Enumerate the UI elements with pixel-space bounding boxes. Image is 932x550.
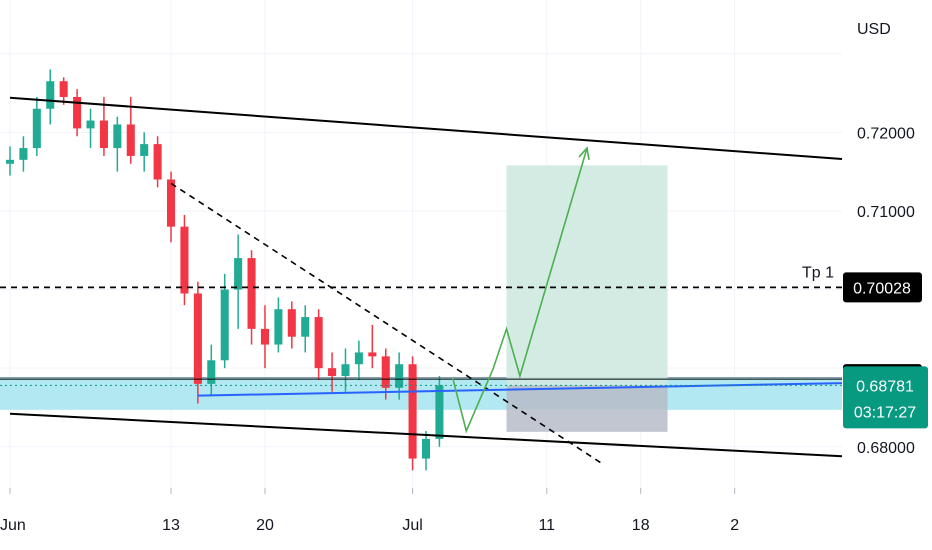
candle-body [193,293,202,384]
price-tick-label: 0.72000 [857,125,915,142]
candles [5,69,444,471]
candle-body [260,328,269,345]
level-price-tag [843,272,922,303]
candle-body [395,364,404,388]
projection-arrowhead [578,146,590,161]
candle-body [19,148,28,160]
candle-body [126,124,135,156]
time-tick-label: 18 [632,517,650,534]
time-tick-label: Jul [402,517,422,534]
support-line [197,382,843,397]
candle-body [234,258,243,290]
stop-box [506,385,668,432]
candle-body [381,356,390,388]
current-price-tag [843,366,928,429]
candle-body [180,226,189,294]
candle-body [435,385,444,439]
candle-body [207,360,216,384]
time-tick-label: 20 [256,517,274,534]
candle-body [274,309,283,345]
candle-body [167,179,176,227]
candle-body [368,352,377,357]
time-tick-label: 11 [538,517,555,534]
time-tick-label: 13 [162,517,180,534]
candle-body [328,368,337,377]
target-box [506,165,668,386]
candle-body [287,309,296,337]
candle-body [354,352,363,365]
currency-label: USD [857,21,891,38]
candle-body [153,144,162,180]
candle-body [113,124,122,149]
time-tick-label: 2 [730,517,739,534]
time-axis[interactable]: Jun 13 20 Jul 11 18 2 [0,488,739,534]
descending-trendline [170,182,601,464]
candle-body [247,258,256,329]
price-tick-label: 0.68000 [857,440,915,457]
projection-path [452,147,588,434]
candle-body [341,364,350,377]
candle-body [220,289,229,361]
candle-body [421,438,431,459]
candle-body [46,81,55,109]
channel-lower-line [9,412,843,458]
chart-drawings: Tp 1 [0,96,843,464]
support-zone [0,377,842,410]
channel-upper-line [9,96,843,161]
candle-body [314,317,323,369]
price-axis[interactable]: USD 0.700280.688610.720000.710000.680000… [843,21,928,457]
candle-body [73,96,82,129]
level-price-label: 0.70028 [853,280,911,297]
candle-body [140,144,149,156]
chart-grid [0,0,842,488]
time-tick-label: Jun [0,517,26,534]
chart-zones [0,165,842,432]
candle-body [59,81,68,97]
candle-body [99,120,108,149]
candle-body [301,317,310,337]
candle-body [32,108,41,149]
candle-body [5,159,15,164]
level-name-label: Tp 1 [802,264,834,281]
current-price-label: 0.68781 [856,378,914,395]
candle-body [86,120,95,129]
price-tick-label: 0.71000 [857,204,915,221]
countdown-label: 03:17:27 [854,404,916,421]
candle-body [408,364,417,459]
